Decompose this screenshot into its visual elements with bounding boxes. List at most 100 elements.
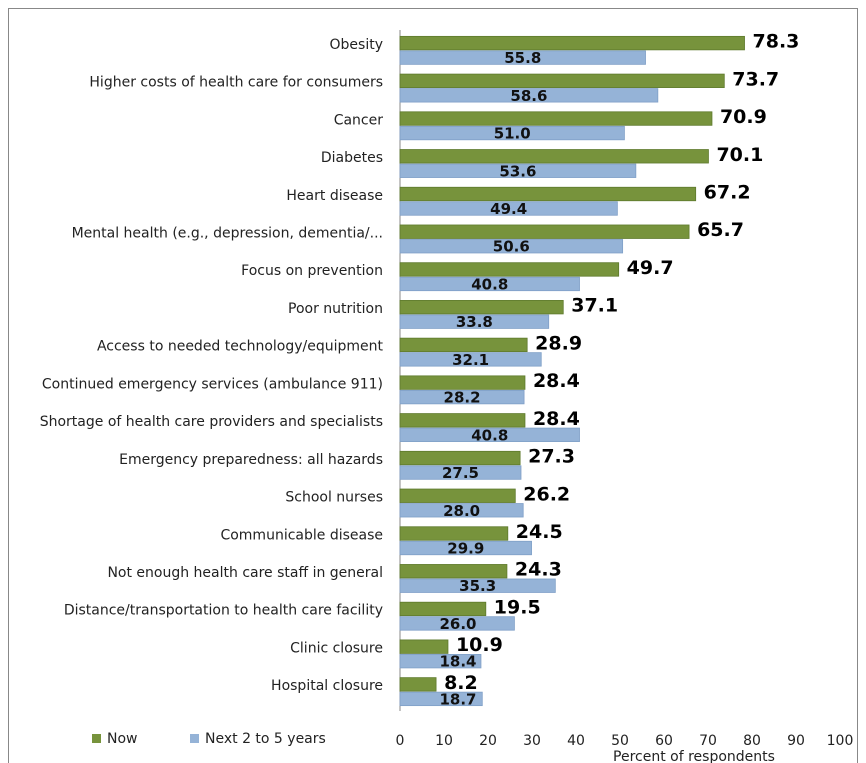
category-label: Distance/transportation to health care f…: [64, 603, 383, 619]
x-tick-label: 90: [787, 733, 805, 749]
data-label: 8.2: [444, 672, 478, 694]
data-label: 28.9: [535, 332, 582, 354]
x-tick-label: 30: [523, 733, 541, 749]
bar: [399, 540, 532, 556]
data-label: 58.6: [510, 87, 547, 105]
category-label: Mental health (e.g., depression, dementi…: [72, 225, 383, 241]
category-label: Continued emergency services (ambulance …: [42, 376, 383, 392]
data-label: 50.6: [493, 238, 530, 256]
data-label: 70.1: [716, 144, 763, 166]
category-label: Obesity: [330, 37, 383, 53]
category-label: Clinic closure: [290, 640, 383, 656]
bar: [399, 654, 482, 669]
bar: [399, 375, 526, 390]
category-label: Poor nutrition: [288, 301, 383, 317]
data-label: 70.9: [720, 106, 767, 128]
category-label: Diabetes: [321, 150, 383, 166]
bar: [399, 262, 620, 277]
bar: [399, 427, 580, 442]
x-axis-label: Percent of respondents: [613, 749, 775, 763]
category-label: Higher costs of health care for consumer…: [89, 75, 383, 91]
data-label: 49.7: [627, 257, 674, 279]
bar: [399, 50, 646, 65]
category-label: Hospital closure: [271, 678, 383, 694]
data-label: 19.5: [494, 596, 541, 618]
legend-label: Next 2 to 5 years: [205, 731, 326, 747]
bar: [399, 691, 483, 707]
data-label: 40.8: [471, 426, 508, 444]
category-label: Access to needed technology/equipment: [97, 339, 384, 355]
x-tick-label: 60: [655, 733, 673, 749]
bar: [399, 73, 725, 88]
bar: [399, 564, 508, 579]
x-tick-label: 20: [479, 733, 497, 749]
bar: [399, 314, 550, 329]
bar: [399, 488, 516, 503]
data-label: 29.9: [447, 540, 484, 558]
category-label: Focus on prevention: [241, 263, 383, 279]
bar: [399, 88, 659, 103]
data-label: 35.3: [459, 577, 496, 595]
bar: [399, 389, 525, 405]
bar: [399, 526, 509, 541]
bar: [399, 578, 556, 593]
data-label: 24.3: [515, 559, 562, 581]
bar: [399, 503, 524, 518]
bar: [399, 352, 542, 367]
x-tick-label: 70: [699, 733, 717, 749]
frame: [8, 8, 858, 763]
data-label: 28.4: [533, 370, 580, 392]
bar: [399, 601, 487, 617]
data-label: 27.5: [442, 464, 479, 482]
bar: [399, 125, 625, 141]
data-label: 73.7: [732, 68, 779, 90]
bar: [399, 111, 713, 126]
bar: [399, 186, 697, 202]
bar: [399, 300, 564, 315]
bar: [399, 677, 437, 692]
bar: [399, 276, 580, 292]
bar: [399, 465, 522, 480]
bar: [399, 639, 449, 654]
bar: [399, 616, 515, 631]
legend-swatch: [92, 734, 101, 743]
x-tick-label: 40: [567, 733, 585, 749]
data-label: 10.9: [456, 634, 503, 656]
data-label: 78.3: [753, 31, 800, 53]
x-tick-label: 10: [435, 733, 453, 749]
category-label: School nurses: [285, 490, 383, 506]
category-label: Not enough health care staff in general: [107, 565, 383, 581]
category-label: Cancer: [334, 112, 384, 128]
bar: [399, 239, 624, 254]
data-label: 18.4: [439, 653, 476, 671]
category-label: Communicable disease: [220, 527, 383, 543]
data-label: 65.7: [697, 219, 744, 241]
category-label: Heart disease: [286, 188, 383, 204]
data-label: 26.2: [523, 483, 570, 505]
bar: [399, 35, 745, 51]
data-label: 26.0: [439, 615, 476, 633]
data-label: 67.2: [704, 182, 751, 204]
bar: [399, 201, 618, 216]
legend-swatch: [190, 734, 199, 743]
x-tick-label: 80: [743, 733, 761, 749]
data-label: 24.5: [516, 521, 563, 543]
data-label: 55.8: [504, 49, 541, 67]
bar: [399, 224, 690, 239]
data-label: 53.6: [499, 162, 536, 180]
x-tick-label: 50: [611, 733, 629, 749]
data-label: 33.8: [456, 313, 493, 331]
x-tick-label: 100: [827, 733, 854, 749]
bar: [399, 337, 528, 353]
bar: [399, 149, 709, 164]
category-label: Shortage of health care providers and sp…: [40, 414, 383, 430]
data-label: 28.2: [444, 389, 481, 407]
category-label: Emergency preparedness: all hazards: [119, 452, 383, 468]
data-label: 37.1: [571, 295, 618, 317]
data-label: 28.4: [533, 408, 580, 430]
legend-label: Now: [107, 731, 138, 747]
bar: [399, 163, 637, 178]
x-tick-label: 0: [396, 733, 405, 749]
bar: [399, 450, 521, 466]
